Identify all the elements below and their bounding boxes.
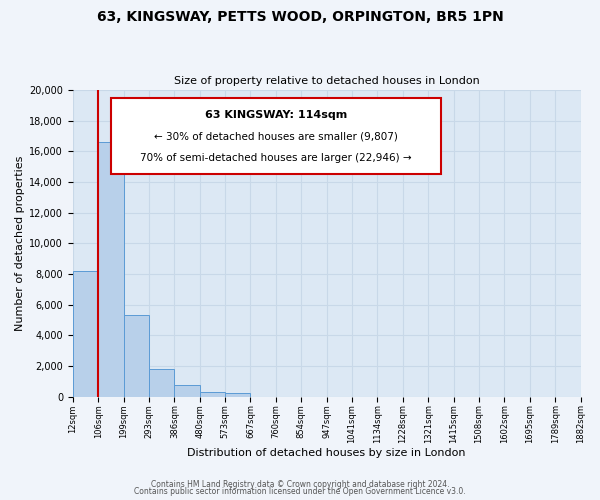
Bar bbox=[73, 271, 98, 396]
Text: 63 KINGSWAY: 114sqm: 63 KINGSWAY: 114sqm bbox=[205, 110, 347, 120]
Title: Size of property relative to detached houses in London: Size of property relative to detached ho… bbox=[174, 76, 479, 86]
FancyBboxPatch shape bbox=[111, 98, 441, 174]
Text: ← 30% of detached houses are smaller (9,807): ← 30% of detached houses are smaller (9,… bbox=[154, 131, 398, 141]
Text: 63, KINGSWAY, PETTS WOOD, ORPINGTON, BR5 1PN: 63, KINGSWAY, PETTS WOOD, ORPINGTON, BR5… bbox=[97, 10, 503, 24]
Bar bbox=[149, 369, 175, 396]
Text: 70% of semi-detached houses are larger (22,946) →: 70% of semi-detached houses are larger (… bbox=[140, 153, 412, 163]
Bar bbox=[98, 142, 124, 397]
Bar bbox=[175, 385, 200, 396]
Bar bbox=[200, 392, 225, 396]
Y-axis label: Number of detached properties: Number of detached properties bbox=[15, 156, 25, 331]
Bar bbox=[124, 316, 149, 396]
X-axis label: Distribution of detached houses by size in London: Distribution of detached houses by size … bbox=[187, 448, 466, 458]
Text: Contains HM Land Registry data © Crown copyright and database right 2024.: Contains HM Land Registry data © Crown c… bbox=[151, 480, 449, 489]
Text: Contains public sector information licensed under the Open Government Licence v3: Contains public sector information licen… bbox=[134, 488, 466, 496]
Bar bbox=[225, 393, 250, 396]
